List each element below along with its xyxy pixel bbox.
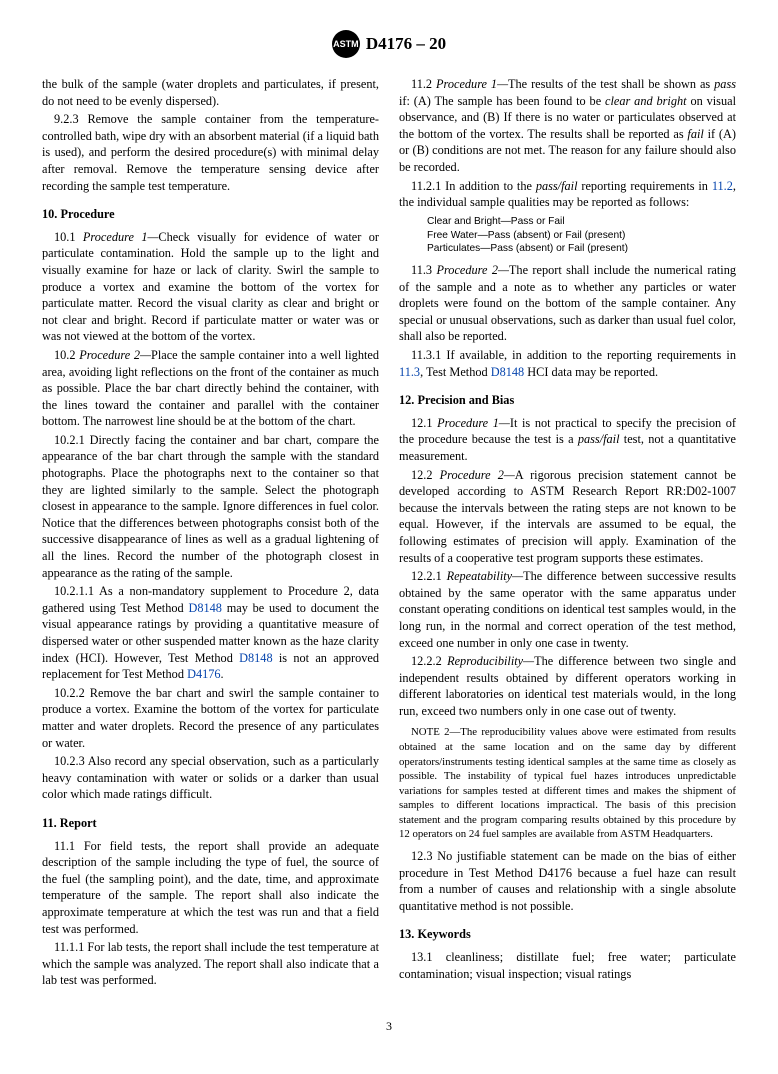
- num: 11.2: [411, 77, 436, 91]
- ref-d8148[interactable]: D8148: [239, 651, 272, 665]
- para-11-2-1: 11.2.1 In addition to the pass/fail repo…: [399, 178, 736, 211]
- proc-label: Procedure 2—: [79, 348, 151, 362]
- para-13-1: 13.1 cleanliness; distillate fuel; free …: [399, 949, 736, 982]
- num: 12.2.1: [411, 569, 447, 583]
- num: 12.2.2: [411, 654, 447, 668]
- page-header: ASTM D4176 – 20: [42, 30, 736, 58]
- text: Check visually for evidence of water or …: [42, 230, 379, 344]
- proc-label: Procedure 2—: [436, 263, 508, 277]
- num: 12.2: [411, 468, 440, 482]
- ref-11-2[interactable]: 11.2: [712, 179, 733, 193]
- note-text: 2—The reproducibility values above were …: [399, 726, 736, 840]
- standard-number: D4176 – 20: [366, 34, 446, 54]
- num: 10.1: [54, 230, 83, 244]
- text: 11.3.1 If available, in addition to the …: [411, 348, 736, 362]
- para-continuation: the bulk of the sample (water droplets a…: [42, 76, 379, 109]
- italic: pass/fail: [578, 432, 620, 446]
- para-12-2-1: 12.2.1 Repeatability—The difference betw…: [399, 568, 736, 651]
- para-11-1: 11.1 For field tests, the report shall p…: [42, 838, 379, 938]
- ref-d8148[interactable]: D8148: [491, 365, 524, 379]
- section-13-title: 13. Keywords: [399, 926, 736, 943]
- italic: clear and bright: [605, 94, 687, 108]
- note-label: NOTE: [411, 726, 440, 738]
- para-12-3: 12.3 No justifiable statement can be mad…: [399, 848, 736, 914]
- para-10-1: 10.1 Procedure 1—Check visually for evid…: [42, 229, 379, 345]
- astm-logo-icon: ASTM: [332, 30, 360, 58]
- num: 10.2: [54, 348, 79, 362]
- term-label: Reproducibility—: [447, 654, 534, 668]
- proc-label: Procedure 1—: [436, 77, 508, 91]
- quality-line: Particulates—Pass (absent) or Fail (pres…: [427, 242, 736, 256]
- text: .: [221, 667, 224, 681]
- italic: fail: [687, 127, 703, 141]
- proc-label: Procedure 1—: [83, 230, 158, 244]
- para-12-2-2: 12.2.2 Reproducibility—The difference be…: [399, 653, 736, 719]
- para-12-2: 12.2 Procedure 2—A rigorous precision st…: [399, 467, 736, 567]
- proc-label: Procedure 1—: [437, 416, 510, 430]
- num: 12.1: [411, 416, 437, 430]
- page: ASTM D4176 – 20 the bulk of the sample (…: [0, 0, 778, 1074]
- para-11-3-1: 11.3.1 If available, in addition to the …: [399, 347, 736, 380]
- section-11-title: 11. Report: [42, 815, 379, 832]
- quality-line: Free Water—Pass (absent) or Fail (presen…: [427, 229, 736, 243]
- para-10-2-2: 10.2.2 Remove the bar chart and swirl th…: [42, 685, 379, 751]
- content-columns: the bulk of the sample (water droplets a…: [42, 76, 736, 991]
- page-number: 3: [42, 1019, 736, 1034]
- text: HCI data may be reported.: [524, 365, 658, 379]
- num: 11.3: [411, 263, 436, 277]
- text: A rigorous precision statement cannot be…: [399, 468, 736, 565]
- text: if: (A) The sample has been found to be: [399, 94, 605, 108]
- para-11-2: 11.2 Procedure 1—The results of the test…: [399, 76, 736, 176]
- ref-d8148[interactable]: D8148: [188, 601, 221, 615]
- quality-line: Clear and Bright—Pass or Fail: [427, 215, 736, 229]
- para-10-2: 10.2 Procedure 2—Place the sample contai…: [42, 347, 379, 430]
- section-12-title: 12. Precision and Bias: [399, 392, 736, 409]
- proc-label: Procedure 2—: [440, 468, 515, 482]
- term-label: Repeatability—: [447, 569, 524, 583]
- text: reporting requirements in: [578, 179, 712, 193]
- para-11-1-1: 11.1.1 For lab tests, the report shall i…: [42, 939, 379, 989]
- italic: pass: [714, 77, 736, 91]
- note-2: NOTE 2—The reproducibility values above …: [399, 725, 736, 842]
- left-column: the bulk of the sample (water droplets a…: [42, 76, 379, 991]
- para-10-2-3: 10.2.3 Also record any special observati…: [42, 753, 379, 803]
- italic: pass/fail: [536, 179, 578, 193]
- para-12-1: 12.1 Procedure 1—It is not practical to …: [399, 415, 736, 465]
- qualities-list: Clear and Bright—Pass or Fail Free Water…: [427, 215, 736, 256]
- para-10-2-1-1: 10.2.1.1 As a non-mandatory supplement t…: [42, 583, 379, 683]
- para-10-2-1: 10.2.1 Directly facing the container and…: [42, 432, 379, 581]
- text: The results of the test shall be shown a…: [508, 77, 714, 91]
- para-11-3: 11.3 Procedure 2—The report shall includ…: [399, 262, 736, 345]
- ref-11-3[interactable]: 11.3: [399, 365, 420, 379]
- para-9-2-3: 9.2.3 Remove the sample container from t…: [42, 111, 379, 194]
- ref-d4176[interactable]: D4176: [187, 667, 220, 681]
- text: , Test Method: [420, 365, 491, 379]
- section-10-title: 10. Procedure: [42, 206, 379, 223]
- text: 11.2.1 In addition to the: [411, 179, 536, 193]
- right-column: 11.2 Procedure 1—The results of the test…: [399, 76, 736, 991]
